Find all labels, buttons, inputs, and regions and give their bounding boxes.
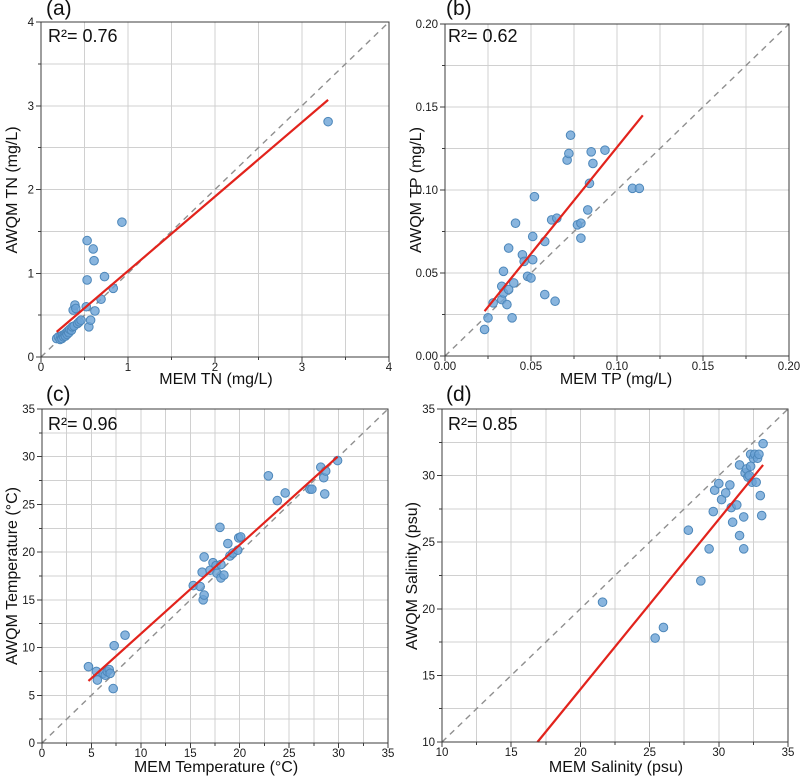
grid-lines: [41, 22, 389, 357]
svg-text:35: 35: [782, 747, 795, 759]
tick-labels: 00 5 5 10 10 15 15 20 20 25 25 30 30 35 35: [22, 404, 394, 760]
panel-c-r-squared-annotation: R²= 0.96: [48, 414, 118, 434]
panel-c: 0 0 5 5 10 10 15 15 20 20 25 25 30 30 35 35 (c) R²= 0.9…: [0, 384, 400, 781]
panel-c-y-axis-title: AWQM Temperature (°C): [4, 487, 21, 665]
panel-b-r-squared-annotation: R²= 0.62: [448, 26, 518, 46]
svg-text:0: 0: [28, 352, 34, 364]
svg-text:0.20: 0.20: [778, 361, 800, 373]
svg-text:25: 25: [22, 499, 35, 511]
svg-text:1: 1: [28, 268, 34, 280]
svg-text:35: 35: [422, 404, 435, 416]
data-points: [51, 116, 333, 345]
tick-labels: 00 1 1 2 2 3 3 4 4: [28, 17, 393, 374]
panel-a-x-axis-title: MEM TN (mg/L): [159, 371, 273, 388]
svg-text:0.00: 0.00: [434, 361, 456, 373]
svg-text:0.20: 0.20: [416, 19, 438, 31]
svg-text:2: 2: [28, 185, 34, 197]
panel-a-r-squared-annotation: R²= 0.76: [48, 26, 118, 46]
regression-line: [536, 464, 764, 743]
regression-line: [55, 99, 329, 333]
svg-text:5: 5: [88, 748, 94, 760]
svg-text:20: 20: [233, 748, 246, 760]
panel-b-label: (b): [446, 0, 472, 20]
svg-text:35: 35: [382, 748, 395, 760]
svg-text:15: 15: [505, 747, 518, 759]
svg-text:10: 10: [134, 748, 147, 760]
panel-b-x-axis-title: MEM TP (mg/L): [559, 371, 673, 388]
svg-text:30: 30: [712, 747, 725, 759]
panel-a-plot: 00 1 1 2 2 3 3 4 4: [28, 17, 393, 374]
panel-c-plot: 00 5 5 10 10 15 15 20 20 25 25 30 30 35 35: [22, 404, 394, 760]
svg-text:3: 3: [28, 101, 34, 113]
svg-text:2: 2: [212, 362, 218, 374]
data-points: [479, 130, 645, 335]
svg-text:0: 0: [39, 748, 45, 760]
svg-text:0.15: 0.15: [416, 102, 438, 114]
panel-d-y-axis-title: AWQM Salinity (psu): [404, 502, 421, 650]
svg-text:0.10: 0.10: [606, 361, 628, 373]
svg-text:20: 20: [574, 747, 587, 759]
svg-text:25: 25: [283, 748, 296, 760]
svg-text:15: 15: [22, 595, 35, 607]
panel-d-label: (d): [446, 383, 472, 406]
svg-text:10: 10: [22, 643, 35, 655]
svg-text:4: 4: [28, 17, 35, 29]
svg-text:5: 5: [29, 690, 35, 702]
svg-text:0: 0: [29, 738, 35, 750]
svg-text:0.15: 0.15: [692, 361, 714, 373]
svg-text:3: 3: [299, 362, 305, 374]
svg-text:30: 30: [22, 452, 35, 464]
identity-line: [441, 408, 789, 743]
data-points: [597, 438, 768, 643]
svg-text:25: 25: [422, 537, 435, 549]
svg-text:30: 30: [422, 471, 435, 483]
panel-b-y-axis-title: AWQM TP (mg/L): [408, 127, 425, 253]
panel-c-label: (c): [46, 383, 71, 406]
svg-text:25: 25: [643, 747, 656, 759]
svg-text:0: 0: [38, 362, 44, 374]
regression-line: [87, 455, 339, 682]
panel-b: 0.00 0.00 0.05 0.05 0.10 0.10 0.15 0.15 0.20 0.20…: [400, 0, 800, 390]
axis-ticks: [37, 408, 389, 748]
svg-text:15: 15: [422, 670, 435, 682]
svg-text:0.05: 0.05: [416, 268, 438, 280]
svg-text:30: 30: [332, 748, 345, 760]
panel-c-x-axis-title: MEM Temperature (°C): [133, 759, 299, 776]
grid-lines: [42, 409, 388, 743]
panel-b-plot: 0.000.00 0.05 0.05 0.10 0.10 0.15 0.15 0.20 0.20: [416, 19, 800, 373]
data-points: [83, 455, 343, 694]
svg-text:0.10: 0.10: [416, 185, 438, 197]
svg-text:15: 15: [184, 748, 197, 760]
tick-labels: 0.000.00 0.05 0.05 0.10 0.10 0.15 0.15 0.20 0.20: [416, 19, 800, 373]
svg-text:1: 1: [125, 362, 131, 374]
svg-text:0.00: 0.00: [416, 351, 438, 363]
svg-text:0.05: 0.05: [520, 361, 542, 373]
panel-a-label: (a): [46, 0, 72, 20]
panel-d-r-squared-annotation: R²= 0.85: [448, 414, 518, 434]
svg-text:20: 20: [422, 604, 435, 616]
svg-text:35: 35: [22, 404, 35, 416]
regression-line: [483, 114, 644, 312]
panel-d-x-axis-title: MEM Salinity (psu): [548, 759, 684, 776]
svg-text:4: 4: [386, 362, 393, 374]
panel-d: 10 10 15 15 20 20 25 25 30 30 35 35 (d) R²= 0.85 ME…: [400, 384, 800, 781]
axis-ticks: [440, 23, 790, 361]
axis-ticks: [36, 21, 390, 362]
svg-text:20: 20: [22, 547, 35, 559]
panel-a-y-axis-title: AWQM TN (mg/L): [4, 126, 21, 254]
svg-text:10: 10: [422, 737, 435, 749]
axis-ticks: [437, 408, 789, 747]
svg-text:10: 10: [436, 747, 449, 759]
grid-lines: [442, 409, 788, 742]
